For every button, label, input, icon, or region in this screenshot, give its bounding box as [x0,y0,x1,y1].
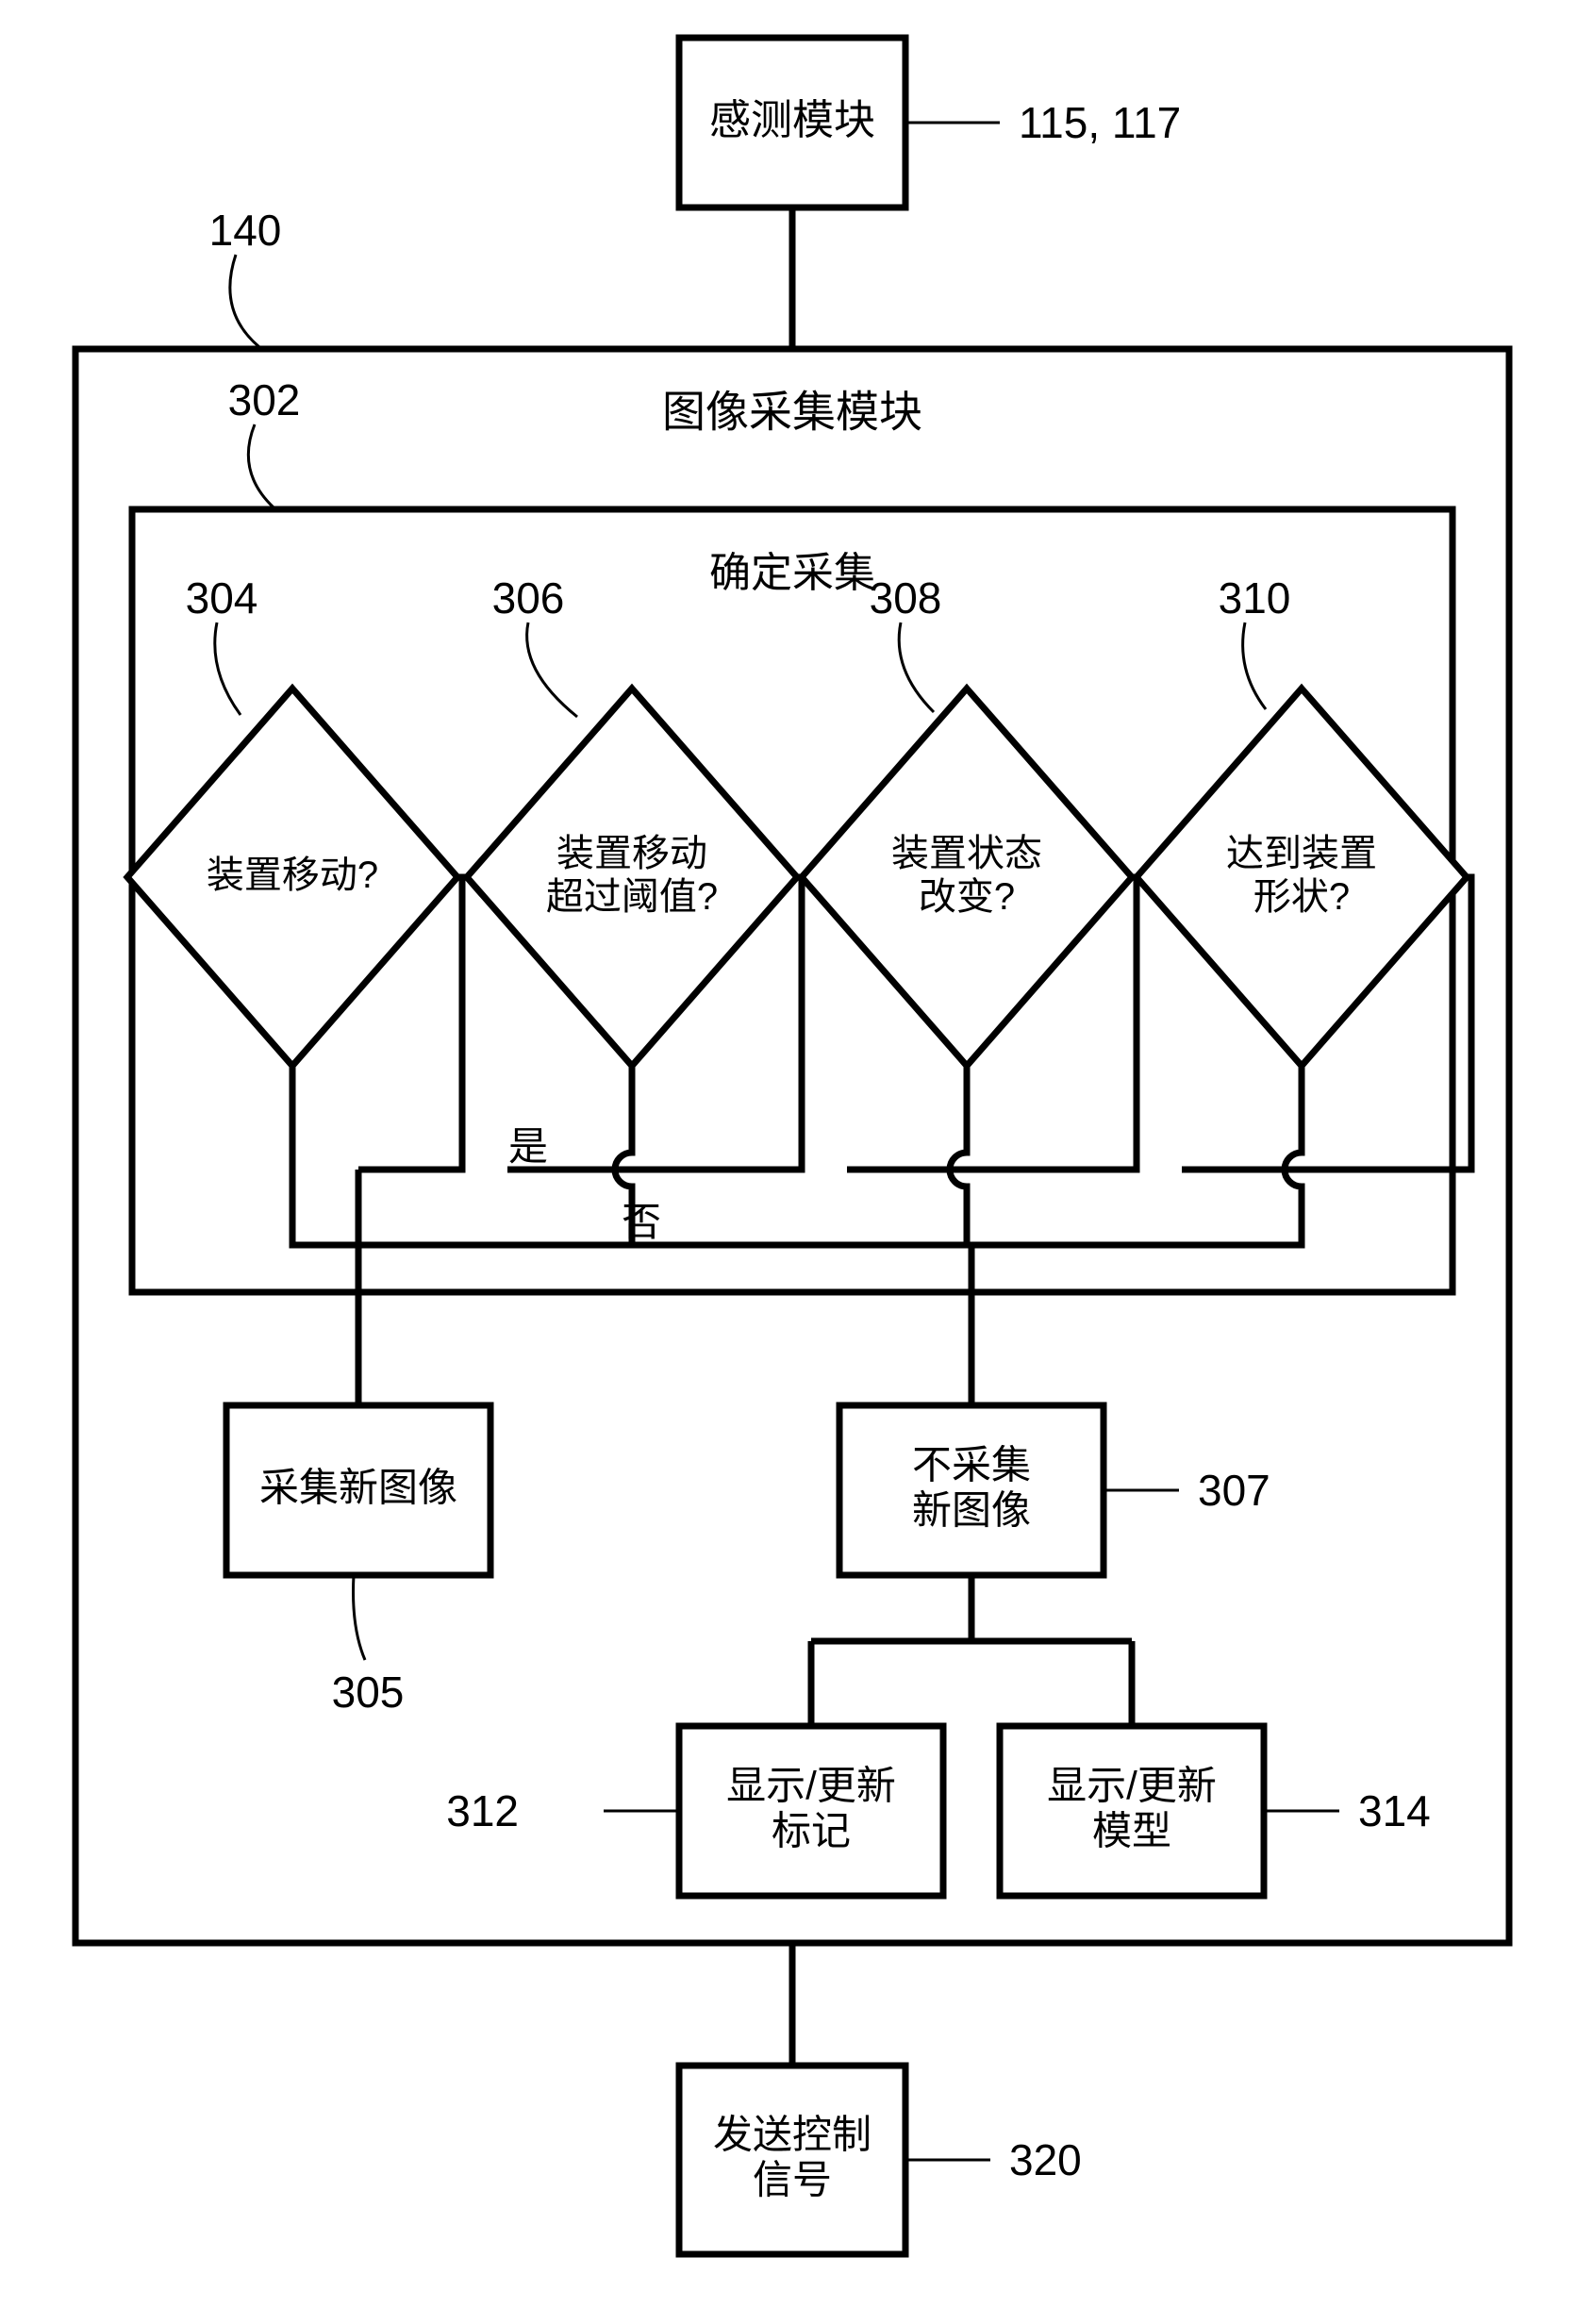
ref-collect_new_305: 305 [332,1668,405,1717]
yes-label: 是 [508,1124,548,1169]
decision-label-d304: 装置移动? [207,855,378,896]
ref-disp_model_314: 314 [1358,1786,1431,1835]
ref-140: 140 [209,206,282,255]
no-label: 否 [622,1200,661,1244]
ref-d304: 304 [186,573,258,622]
ref-leader-140 [230,255,259,347]
ref-no_collect_307: 307 [1198,1466,1270,1515]
image-acquisition-module-title: 图像采集模块 [662,388,922,437]
sensing-module-box-label: 感测模块 [709,97,875,143]
ref-d310: 310 [1219,573,1291,622]
ref-d308: 308 [870,573,942,622]
collect-new-image-box-label: 采集新图像 [259,1466,457,1510]
determine-acquisition-title: 确定采集 [709,550,875,596]
no-collect-new-image-box-label: 不采集新图像 [912,1442,1031,1532]
flowchart-diagram: 图像采集模块140确定采集302装置移动?304装置移动超过阈值?306装置状态… [0,0,1577,2324]
ref-302: 302 [228,375,301,424]
ref-send_ctrl_320: 320 [1009,2135,1082,2184]
ref-d306: 306 [492,573,565,622]
ref-sensing: 115, 117 [1019,98,1181,147]
ref-disp_mark_312: 312 [446,1786,519,1835]
